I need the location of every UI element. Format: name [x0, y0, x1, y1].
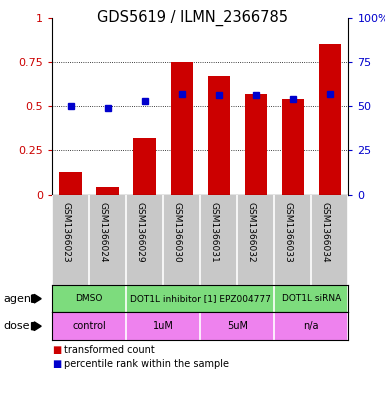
- Text: DMSO: DMSO: [75, 294, 103, 303]
- Text: percentile rank within the sample: percentile rank within the sample: [64, 358, 229, 369]
- Bar: [134, 138, 156, 195]
- Text: DOT1L inhibitor [1] EPZ004777: DOT1L inhibitor [1] EPZ004777: [130, 294, 271, 303]
- Bar: [311, 195, 348, 285]
- Text: ■: ■: [52, 345, 61, 355]
- Text: agent: agent: [4, 294, 36, 304]
- Bar: [126, 312, 200, 340]
- Bar: [52, 312, 126, 340]
- Text: GSM1366030: GSM1366030: [172, 202, 182, 263]
- Text: dose: dose: [4, 321, 30, 331]
- Text: 1uM: 1uM: [153, 321, 174, 331]
- Text: GSM1366031: GSM1366031: [210, 202, 219, 263]
- Bar: [52, 285, 126, 312]
- Bar: [319, 44, 341, 195]
- Text: GSM1366033: GSM1366033: [284, 202, 293, 263]
- Bar: [282, 99, 304, 195]
- Bar: [200, 312, 274, 340]
- Text: GDS5619 / ILMN_2366785: GDS5619 / ILMN_2366785: [97, 10, 288, 26]
- Bar: [52, 195, 89, 285]
- Bar: [237, 195, 274, 285]
- Text: GSM1366023: GSM1366023: [62, 202, 70, 263]
- Bar: [200, 195, 237, 285]
- Bar: [274, 195, 311, 285]
- Text: ■: ■: [52, 358, 61, 369]
- Bar: [171, 62, 193, 195]
- Bar: [245, 94, 267, 195]
- Bar: [274, 285, 348, 312]
- Bar: [126, 285, 274, 312]
- Text: GSM1366029: GSM1366029: [136, 202, 145, 263]
- Bar: [59, 171, 82, 195]
- Text: GSM1366034: GSM1366034: [321, 202, 330, 263]
- Text: DOT1L siRNA: DOT1L siRNA: [282, 294, 341, 303]
- Text: control: control: [72, 321, 106, 331]
- Text: GSM1366024: GSM1366024: [99, 202, 107, 262]
- Bar: [274, 312, 348, 340]
- Bar: [89, 195, 126, 285]
- Text: 5uM: 5uM: [227, 321, 248, 331]
- Bar: [126, 195, 163, 285]
- Text: n/a: n/a: [304, 321, 319, 331]
- Bar: [208, 76, 230, 195]
- Bar: [96, 187, 119, 195]
- Text: GSM1366032: GSM1366032: [247, 202, 256, 263]
- Text: transformed count: transformed count: [64, 345, 154, 355]
- Bar: [163, 195, 200, 285]
